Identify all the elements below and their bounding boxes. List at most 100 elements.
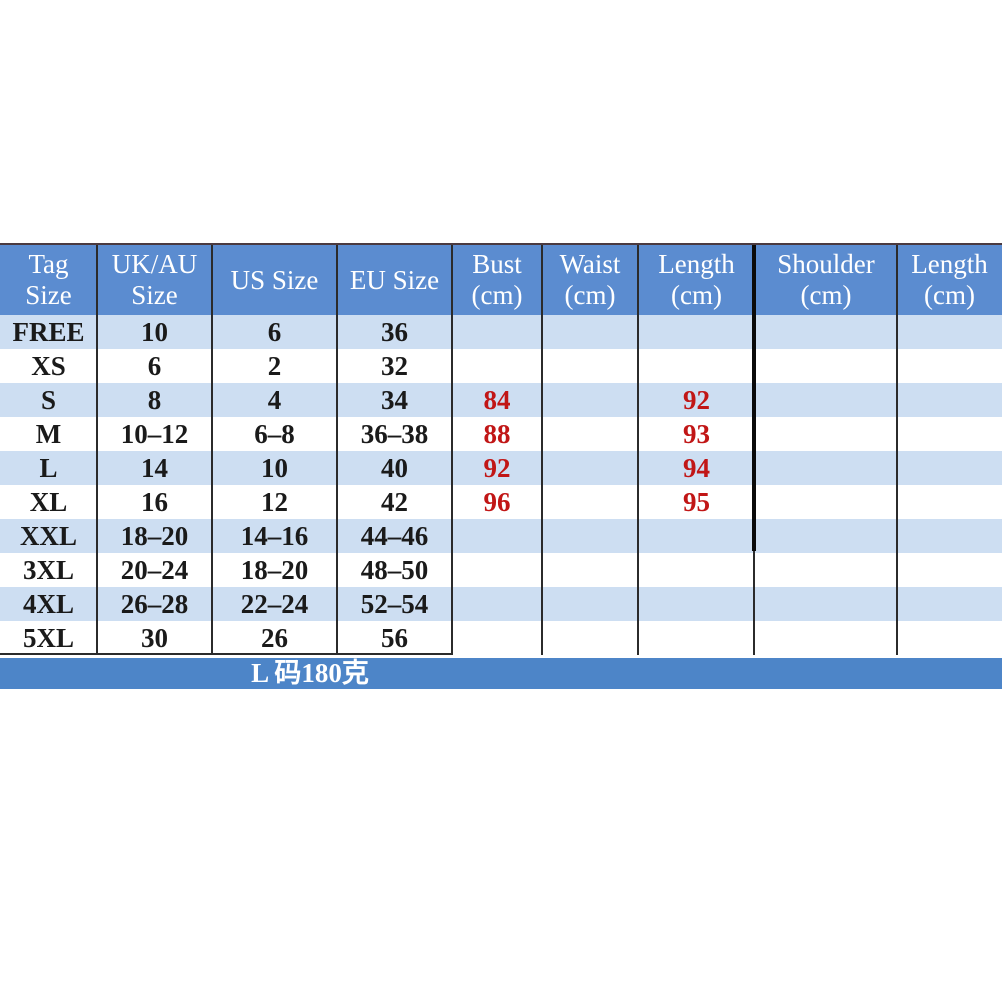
table-row: XL 16 12 42 96 95: [0, 485, 1002, 519]
table-cell: [542, 383, 638, 417]
table-cell: [897, 349, 1002, 383]
size-chart-table: Tag Size UK/AU Size US Size EU Size Bust (cm) Wa…: [0, 243, 1002, 693]
column-header-line: Tag: [28, 249, 69, 279]
table-cell: XL: [29, 487, 68, 517]
column-header: Length (cm): [638, 245, 755, 315]
table-cell: S: [40, 385, 57, 415]
column-header: Shoulder (cm): [755, 245, 897, 315]
table-cell: [897, 417, 1002, 451]
table-cell: 14–16: [240, 521, 309, 551]
table-row: XXL 18–20 14–16 44–46: [0, 519, 1002, 553]
table-cell: XS: [31, 351, 66, 381]
table-cell: 93: [683, 419, 710, 449]
table-cell: 26: [261, 623, 288, 653]
table-cell: [897, 621, 1002, 655]
table-cell: [638, 621, 755, 655]
table-cell: [897, 383, 1002, 417]
table-cell: M: [35, 419, 62, 449]
table-cell: [452, 553, 542, 587]
table-cell: 32: [381, 351, 408, 381]
table-cell: [897, 315, 1002, 349]
table-cell: [542, 349, 638, 383]
table-cell: [755, 587, 897, 621]
table-cell: [897, 485, 1002, 519]
table-cell: 92: [483, 453, 511, 483]
footer-note: L 码180克: [251, 658, 369, 688]
table-cell: 48–50: [360, 555, 429, 585]
table-cell: 2: [267, 351, 282, 381]
table-cell: 95: [683, 487, 710, 517]
column-header: Tag Size: [0, 245, 97, 315]
table-cell: [897, 553, 1002, 587]
table-cell: 36: [381, 317, 408, 347]
table-cell: 56: [381, 623, 408, 653]
table-cell: 18–20: [240, 555, 309, 585]
column-header: Bust (cm): [452, 245, 542, 315]
table-cell: 20–24: [120, 555, 189, 585]
table-cell: [542, 553, 638, 587]
table-cell: [452, 315, 542, 349]
table-cell: 16: [141, 487, 168, 517]
column-header-line: (cm): [924, 280, 975, 310]
table-cell: [542, 519, 638, 553]
table-cell: 22–24: [240, 589, 309, 619]
table-cell: L: [39, 453, 58, 483]
table-cell: 6: [267, 317, 282, 347]
column-header-line: (cm): [564, 280, 616, 310]
table-cell: 6: [147, 351, 162, 381]
column-header: Length (cm): [897, 245, 1002, 315]
column-divider: [637, 245, 639, 655]
table-cell: [452, 519, 542, 553]
column-header-line: (cm): [671, 280, 722, 310]
table-cell: [542, 485, 638, 519]
table-cell: 84: [483, 385, 511, 415]
column-header-line: Bust: [472, 249, 522, 279]
table-cell: [897, 587, 1002, 621]
column-header-line: (cm): [800, 280, 852, 310]
table-cell: [755, 519, 897, 553]
table-row: XS 6 2 32: [0, 349, 1002, 383]
table-cell: [542, 587, 638, 621]
table-cell: [542, 621, 638, 655]
column-divider: [541, 245, 543, 655]
column-divider: [451, 245, 453, 655]
column-divider: [336, 245, 338, 655]
table-cell: [755, 315, 897, 349]
table-cell: [755, 349, 897, 383]
table-row: L 14 10 40 92 94: [0, 451, 1002, 485]
table-row: M 10–12 6–8 36–38 88 93: [0, 417, 1002, 451]
table-cell: [755, 383, 897, 417]
table-row: 5XL 30 26 56: [0, 621, 1002, 655]
column-divider-heavy: [752, 245, 756, 551]
column-header: UK/AU Size: [97, 245, 212, 315]
column-divider: [96, 245, 98, 655]
table-cell: 92: [683, 385, 710, 415]
column-header-line: UK/AU: [111, 249, 198, 279]
column-header-line: US Size: [230, 264, 319, 295]
table-cell: [897, 519, 1002, 553]
table-cell: [755, 485, 897, 519]
table-cell: 44–46: [360, 521, 429, 551]
table-body: FREE 10 6 36 XS 6 2 32 S 8 4 34 84 92 M 10–12 6–8 36–38 88…: [0, 315, 1002, 655]
table-cell: [542, 451, 638, 485]
table-row: 4XL 26–28 22–24 52–54: [0, 587, 1002, 621]
column-header: EU Size: [337, 245, 452, 315]
column-header-line: Length: [658, 249, 735, 279]
table-cell: [638, 553, 755, 587]
table-cell: 4XL: [22, 589, 74, 619]
table-cell: 88: [483, 419, 511, 449]
table-cell: 5XL: [22, 623, 74, 653]
table-cell: 52–54: [360, 589, 429, 619]
table-cell: [542, 417, 638, 451]
column-header: Waist (cm): [542, 245, 638, 315]
table-cell: [638, 587, 755, 621]
table-cell: 36–38: [360, 419, 429, 449]
footer-note-bar: L 码180克: [0, 658, 1002, 689]
table-cell: 3XL: [22, 555, 74, 585]
column-divider: [896, 245, 898, 655]
table-cell: [542, 315, 638, 349]
table-bottom-border: [0, 653, 453, 655]
table-cell: 30: [141, 623, 168, 653]
column-header-line: EU Size: [349, 264, 440, 295]
